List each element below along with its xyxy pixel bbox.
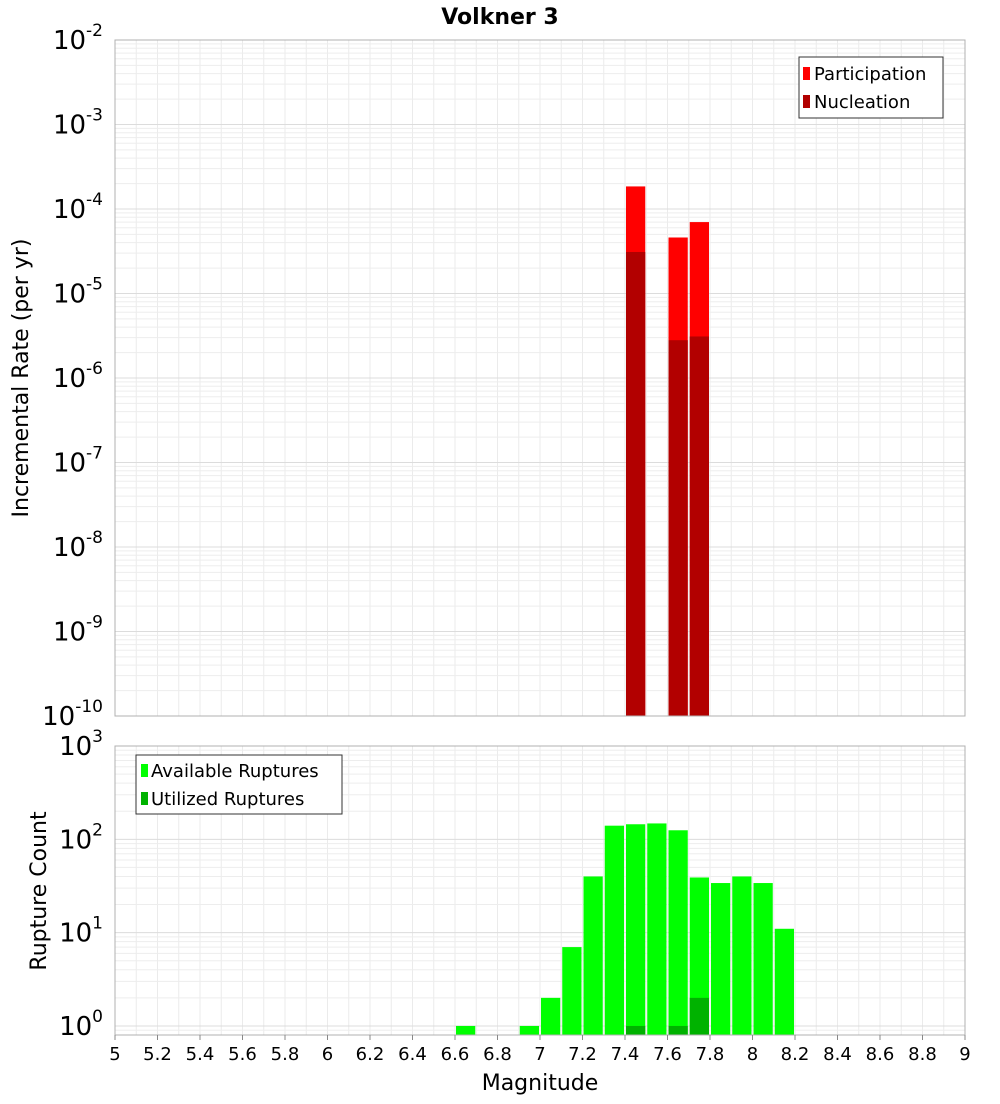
bottom-bar-available-ruptures xyxy=(456,1025,476,1035)
top-bars xyxy=(626,186,709,717)
x-tick-label: 5.2 xyxy=(143,1044,172,1065)
bottom-legend-box xyxy=(135,754,343,815)
bottom-y-ticks: 100 101 102 103 xyxy=(59,727,103,1042)
x-tick-label: 7.8 xyxy=(696,1044,725,1065)
x-tick-label: 8.4 xyxy=(823,1044,852,1065)
legend-label-utilized-ruptures: Utilized Ruptures xyxy=(151,789,304,810)
top-y-tick-label: 10-2 xyxy=(53,21,103,56)
top-y-tick-label: 10-6 xyxy=(53,359,103,394)
legend-swatch-participation xyxy=(803,67,810,80)
x-tick-label: 5 xyxy=(109,1044,120,1065)
x-axis-ticks: 5 5.2 5.4 5.6 5.8 6 6.2 6.4 6.6 6.8 7 7.2 7.4 7.6 7.8 8… xyxy=(109,1035,971,1065)
chart-title: Volkner 3 xyxy=(441,5,559,30)
top-legend-box xyxy=(798,56,944,119)
bottom-bar-available-ruptures xyxy=(732,876,752,1035)
bottom-bar-available-ruptures xyxy=(689,877,709,1035)
top-y-tick-label: 10-9 xyxy=(53,613,103,648)
x-tick-label: 6.8 xyxy=(483,1044,512,1065)
x-tick-label: 6.6 xyxy=(441,1044,470,1065)
top-legend: Participation Nucleation xyxy=(798,56,944,119)
legend-swatch-nucleation xyxy=(803,95,810,108)
top-y-tick-label: 10-8 xyxy=(53,528,103,563)
bottom-bar-available-ruptures xyxy=(711,883,731,1035)
top-plot-frame xyxy=(114,39,966,717)
x-tick-label: 5.8 xyxy=(271,1044,300,1065)
top-bar-nucleation xyxy=(689,336,709,716)
bottom-bar-utilized-ruptures xyxy=(668,1025,688,1035)
x-tick-label: 7.2 xyxy=(568,1044,597,1065)
bottom-y-tick-label: 102 xyxy=(59,820,103,855)
bottom-legend: Available Ruptures Utilized Ruptures xyxy=(135,754,343,815)
bottom-y-tick-label: 101 xyxy=(59,914,103,949)
x-tick-label: 6 xyxy=(322,1044,333,1065)
top-y-tick-label: 10-4 xyxy=(53,190,103,225)
bottom-y-tick-label: 100 xyxy=(59,1007,103,1042)
x-tick-label: 6.4 xyxy=(398,1044,427,1065)
top-bar-nucleation xyxy=(626,251,646,717)
x-tick-label: 9 xyxy=(959,1044,970,1065)
x-tick-label: 8.2 xyxy=(781,1044,810,1065)
bottom-bar-utilized-ruptures xyxy=(689,997,709,1035)
x-tick-label: 7 xyxy=(534,1044,545,1065)
bottom-bar-available-ruptures xyxy=(647,823,667,1035)
bottom-bar-available-ruptures xyxy=(562,947,582,1035)
x-tick-label: 5.6 xyxy=(228,1044,257,1065)
bottom-y-tick-label: 103 xyxy=(59,727,103,762)
bottom-bars xyxy=(456,823,794,1035)
bottom-y-axis-label: Rupture Count xyxy=(27,811,52,971)
bottom-bar-available-ruptures xyxy=(774,928,794,1035)
top-y-ticks: 10-10 10-9 10-8 10-7 10-6 10-5 10-4 10-3 10-2 xyxy=(42,21,103,732)
top-y-tick-label: 10-10 xyxy=(42,697,103,732)
top-grid xyxy=(114,40,966,717)
x-tick-label: 7.4 xyxy=(611,1044,640,1065)
legend-swatch-available-ruptures xyxy=(141,764,148,777)
bottom-bar-available-ruptures xyxy=(626,824,646,1035)
top-y-tick-label: 10-5 xyxy=(53,275,103,310)
top-y-tick-label: 10-3 xyxy=(53,106,103,141)
x-axis-label: Magnitude xyxy=(482,1071,599,1096)
top-y-tick-label: 10-7 xyxy=(53,444,103,479)
x-tick-label: 8.6 xyxy=(866,1044,895,1065)
top-bar-nucleation xyxy=(668,340,688,716)
bottom-bar-available-ruptures xyxy=(604,825,624,1035)
legend-label-participation: Participation xyxy=(814,64,926,85)
legend-swatch-utilized-ruptures xyxy=(141,792,148,805)
bottom-bar-available-ruptures xyxy=(541,997,561,1035)
top-y-axis-label: Incremental Rate (per yr) xyxy=(9,239,34,518)
bottom-bar-utilized-ruptures xyxy=(626,1025,646,1035)
legend-label-nucleation: Nucleation xyxy=(814,92,910,113)
bottom-bar-available-ruptures xyxy=(753,883,773,1035)
x-tick-label: 7.6 xyxy=(653,1044,682,1065)
legend-label-available-ruptures: Available Ruptures xyxy=(151,761,319,782)
x-tick-label: 5.4 xyxy=(186,1044,215,1065)
x-tick-label: 6.2 xyxy=(356,1044,385,1065)
x-tick-label: 8 xyxy=(747,1044,758,1065)
x-tick-label: 8.8 xyxy=(908,1044,937,1065)
bottom-bar-available-ruptures xyxy=(583,876,603,1035)
bottom-bar-available-ruptures xyxy=(668,830,688,1035)
bottom-bar-available-ruptures xyxy=(519,1025,539,1035)
